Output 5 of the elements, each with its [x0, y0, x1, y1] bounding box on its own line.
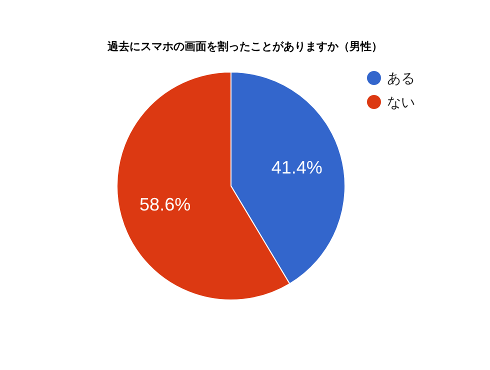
legend-label: ある — [387, 70, 415, 86]
legend-label: ない — [387, 94, 415, 110]
data-label: 58.6% — [140, 194, 191, 214]
data-label: 41.4% — [271, 158, 322, 178]
chart-title: 過去にスマホの画面を割ったことがありますか（男性） — [106, 40, 382, 53]
